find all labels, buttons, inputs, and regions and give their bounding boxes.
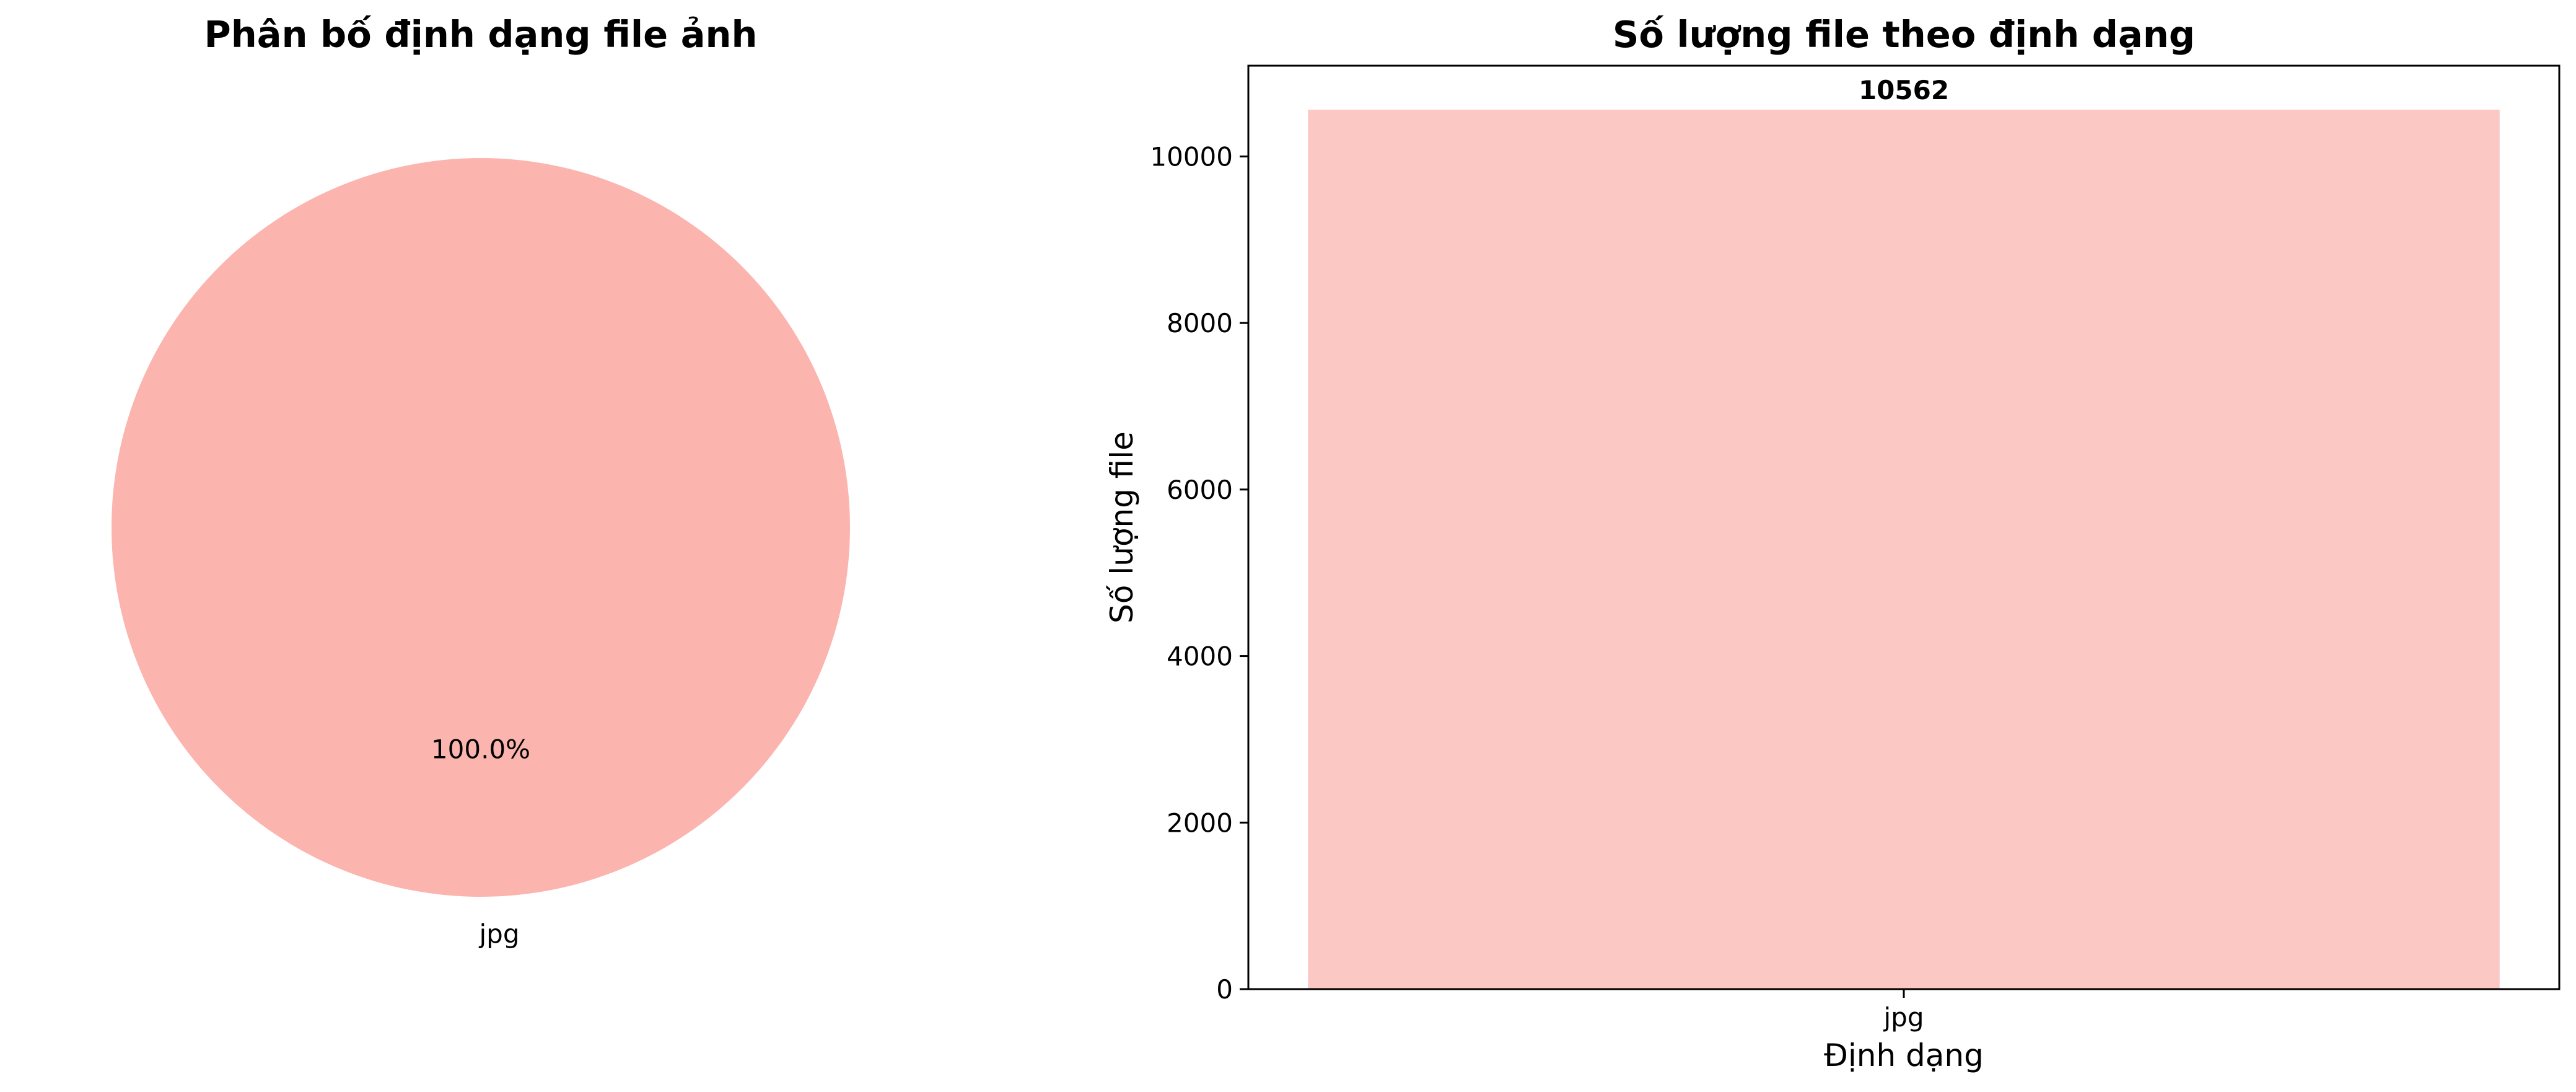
pie-chart: Phân bố định dạng file ảnh 100.0% jpg (112, 13, 850, 949)
x-tick-label: jpg (1883, 1002, 1924, 1033)
pie-slice-jpg (112, 158, 850, 897)
x-axis-ticks: jpg (1883, 989, 1924, 1033)
bar-value-label: 10562 (1859, 75, 1949, 105)
y-tick-label: 2000 (1167, 808, 1233, 838)
y-tick-label: 10000 (1150, 141, 1233, 172)
x-axis-label: Định dạng (1824, 1037, 1984, 1073)
y-tick-label: 8000 (1167, 308, 1233, 338)
pie-chart-title: Phân bố định dạng file ảnh (204, 13, 757, 56)
pie-slices: 100.0% jpg (112, 158, 850, 949)
bar-marks: 10562 (1308, 75, 2500, 990)
bar-chart: Số lượng file theo định dạng 10562 0 2000… (1104, 13, 2561, 1073)
y-axis-label: Số lượng file (1104, 431, 1140, 623)
y-tick-label: 6000 (1167, 475, 1233, 505)
y-tick-label: 0 (1216, 974, 1233, 1005)
pie-percent-label: 100.0% (431, 734, 530, 765)
bar-chart-title: Số lượng file theo định dạng (1613, 13, 2195, 56)
pie-category-label: jpg (479, 919, 520, 949)
bar-jpg (1308, 109, 2500, 990)
y-axis-ticks: 0 2000 4000 6000 8000 10000 (1150, 141, 1248, 1005)
y-tick-label: 4000 (1167, 641, 1233, 672)
